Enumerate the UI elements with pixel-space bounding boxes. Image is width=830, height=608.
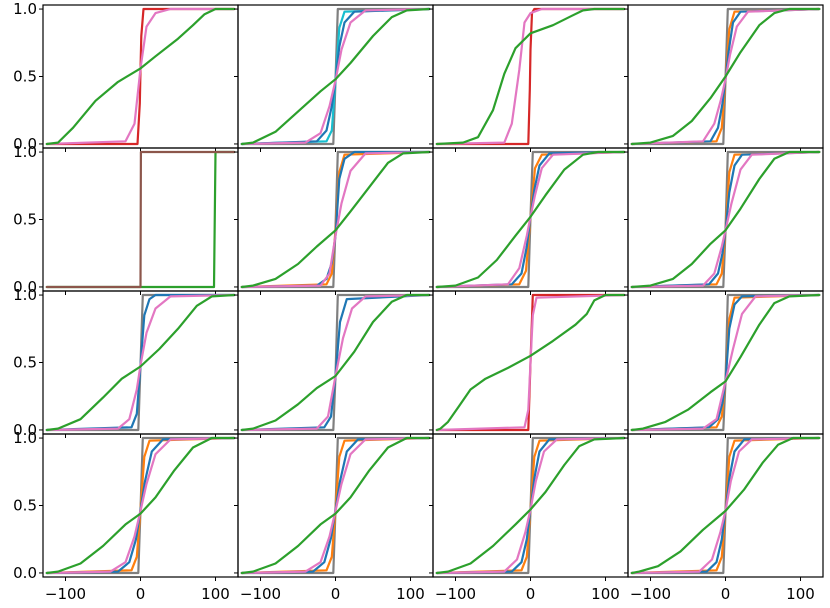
- series-line: [240, 293, 431, 432]
- subplot-curves: [240, 7, 431, 146]
- series-line: [240, 150, 431, 289]
- series-line: [435, 7, 626, 146]
- subplot-4-4: −100 0 100: [624, 433, 824, 603]
- subplot-curves: [435, 436, 626, 575]
- subplot-curves: [630, 436, 821, 575]
- series-line: [630, 293, 821, 432]
- y-tick-label: 1.0: [13, 286, 37, 304]
- subplot-curves: [45, 7, 236, 146]
- x-tick-label: 0: [721, 585, 731, 603]
- y-tick-label: 1.0: [13, 143, 37, 161]
- subplot-3-3: [429, 290, 629, 438]
- series-line: [630, 7, 821, 146]
- y-tick-label: 0.5: [13, 68, 37, 86]
- subplot-curves: [45, 293, 236, 432]
- series-line: [240, 436, 431, 575]
- series-line: [435, 7, 626, 146]
- subplot-1-1: 0.0 0.5 1.0: [13, 0, 239, 153]
- y-tick-label: 0.5: [13, 211, 37, 229]
- y-tick-label: 0.0: [13, 421, 37, 439]
- x-tick-label: −100: [630, 585, 671, 603]
- series-line: [45, 7, 236, 146]
- y-tick-label: 1.0: [13, 0, 37, 18]
- y-tick-label: 0.0: [13, 278, 37, 296]
- subplot-curves: [240, 150, 431, 289]
- series-line: [240, 293, 431, 432]
- subplot-curves: [435, 293, 626, 432]
- series-line: [45, 150, 236, 289]
- subplot-3-2: [234, 290, 434, 438]
- subplot-curves: [630, 293, 821, 432]
- subplot-4-1: 0.0 0.5 1.0 −100 0 100: [13, 429, 239, 603]
- series-line: [630, 150, 821, 289]
- x-tick-label: −100: [45, 585, 86, 603]
- subplot-curves: [630, 7, 821, 146]
- subplot-curves: [435, 150, 626, 289]
- x-tick-label: 100: [396, 585, 425, 603]
- series-line: [435, 436, 626, 575]
- x-tick-label: −100: [435, 585, 476, 603]
- series-line: [240, 436, 431, 575]
- subplot-curves: [435, 7, 626, 146]
- series-line: [630, 7, 821, 146]
- subplot-1-3: [429, 4, 629, 152]
- series-line: [45, 293, 236, 432]
- subplot-curves: [240, 436, 431, 575]
- subplot-4-3: −100 0 100: [429, 433, 629, 603]
- series-line: [45, 293, 236, 432]
- series-line: [240, 150, 431, 289]
- subplot-2-2: [234, 147, 434, 295]
- subplot-curves: [45, 436, 236, 575]
- series-line: [435, 150, 626, 289]
- x-tick-label: 100: [201, 585, 230, 603]
- subplot-3-1: 0.0 0.5 1.0: [13, 286, 239, 439]
- series-line: [630, 436, 821, 575]
- series-line: [45, 436, 236, 575]
- series-line: [45, 436, 236, 575]
- y-tick-label: 1.0: [13, 429, 37, 447]
- subplot-grid: 0.00.51.00.00.51.00.00.51.00.00.51.0−100…: [13, 0, 824, 603]
- series-line: [240, 7, 431, 146]
- subplot-1-4: [624, 4, 824, 152]
- series-line: [630, 293, 821, 432]
- series-line: [435, 7, 626, 146]
- series-line: [45, 7, 236, 146]
- series-line: [45, 436, 236, 575]
- series-line: [435, 293, 626, 432]
- series-line: [435, 293, 626, 432]
- subplot-2-1: 0.0 0.5 1.0: [13, 143, 239, 296]
- x-tick-label: −100: [240, 585, 281, 603]
- subplot-4-2: −100 0 100: [234, 433, 434, 603]
- series-line: [45, 293, 236, 432]
- subplot-2-3: [429, 147, 629, 295]
- series-line: [630, 436, 821, 575]
- x-tick-label: 0: [526, 585, 536, 603]
- series-line: [240, 150, 431, 289]
- subplot-curves: [630, 150, 821, 289]
- x-tick-label: 0: [136, 585, 146, 603]
- x-tick-label: 100: [786, 585, 815, 603]
- subplot-curves: [240, 293, 431, 432]
- series-line: [630, 293, 821, 432]
- series-line: [630, 150, 821, 289]
- subplot-3-4: [624, 290, 824, 438]
- subplot-2-4: [624, 147, 824, 295]
- x-tick-label: 0: [331, 585, 341, 603]
- subplot-1-2: [234, 4, 434, 152]
- y-tick-label: 0.5: [13, 497, 37, 515]
- y-tick-label: 0.0: [13, 564, 37, 582]
- series-line: [240, 293, 431, 432]
- y-tick-label: 0.5: [13, 354, 37, 372]
- series-line: [435, 436, 626, 575]
- x-tick-label: 100: [591, 585, 620, 603]
- y-tick-label: 0.0: [13, 135, 37, 153]
- series-line: [240, 436, 431, 575]
- series-line: [435, 150, 626, 289]
- subplot-curves: [45, 150, 236, 289]
- series-line: [240, 7, 431, 146]
